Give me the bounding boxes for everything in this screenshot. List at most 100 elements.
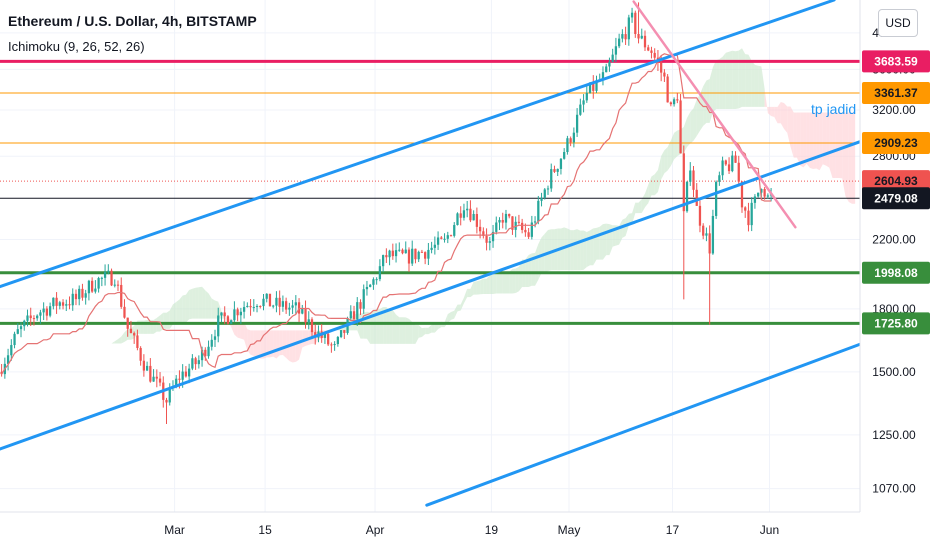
candle-body — [39, 312, 42, 316]
candle-body — [103, 271, 107, 278]
candle-body — [504, 213, 508, 223]
candle-body — [116, 284, 120, 286]
cloud-segment — [434, 324, 439, 333]
cloud-segment — [105, 346, 109, 350]
cloud-segment — [460, 297, 464, 311]
candle-body — [433, 244, 436, 248]
cloud-segment — [835, 112, 839, 179]
cloud-segment — [470, 281, 474, 298]
indicator-legend[interactable]: Ichimoku (9, 26, 52, 26) — [8, 39, 145, 54]
cloud-segment — [163, 312, 167, 329]
candle-body — [184, 371, 188, 377]
cloud-segment — [790, 106, 794, 158]
cloud-segment — [774, 106, 778, 124]
candle-body — [210, 339, 213, 347]
candle-body — [524, 229, 527, 233]
x-tick-4: May — [558, 523, 581, 537]
candle-body — [110, 270, 113, 286]
cloud-segment — [706, 78, 710, 123]
cloud-segment — [282, 330, 287, 358]
candle-body — [207, 346, 210, 357]
candle-body — [685, 181, 689, 212]
candle-body — [223, 312, 226, 317]
candle-body — [466, 208, 469, 211]
cloud-segment — [703, 80, 707, 126]
y-tick-2: 3200.00 — [872, 103, 916, 117]
candle-body — [356, 302, 359, 320]
cloud-segment — [632, 202, 636, 224]
candle-body — [259, 306, 262, 308]
cloud-segment — [622, 218, 626, 238]
candle-body — [97, 278, 100, 289]
cloud-segment — [386, 307, 390, 344]
currency-button[interactable]: USD — [878, 9, 918, 37]
cloud-segment — [816, 112, 820, 171]
candle-body — [456, 213, 459, 226]
cloud-segment — [192, 287, 196, 319]
cloud-segment — [725, 51, 730, 109]
price-badge-label-4: 2479.08 — [874, 191, 918, 205]
candle-body — [275, 297, 278, 306]
cloud-segment — [408, 318, 413, 344]
cloud-segment — [593, 227, 597, 266]
cloud-segment — [499, 272, 503, 294]
candle-body — [618, 38, 621, 47]
candle-body — [757, 192, 760, 197]
cloud-segment — [674, 130, 678, 160]
candle-body — [660, 62, 663, 73]
candle-body — [650, 50, 653, 53]
cloud-segment — [418, 325, 422, 338]
candle-body — [23, 320, 26, 327]
candle-body — [123, 306, 126, 318]
cloud-segment — [654, 169, 658, 196]
cloud-segment — [657, 156, 662, 192]
cloud-segment — [512, 268, 516, 294]
cloud-segment — [166, 310, 170, 329]
candle-body — [372, 279, 375, 285]
candle-body — [731, 155, 734, 172]
candle-body — [29, 315, 32, 319]
candle-body — [333, 344, 336, 346]
candle-body — [265, 293, 268, 299]
cloud-segment — [383, 307, 387, 344]
cloud-segment — [234, 321, 238, 338]
cloud-segment — [489, 274, 494, 294]
price-badge-label-3: 2604.93 — [874, 174, 918, 188]
cloud-segment — [544, 230, 549, 273]
tp-annotation[interactable]: tp jadid — [811, 101, 857, 117]
cloud-segment — [716, 59, 720, 109]
candle-body — [61, 302, 65, 306]
candle-body — [550, 169, 553, 189]
cloud-segment — [693, 99, 697, 141]
cloud-segment — [670, 132, 675, 166]
ichimoku-base-line — [1, 53, 772, 375]
candle-body — [414, 248, 417, 260]
candle-body — [702, 225, 705, 236]
cloud-segment — [244, 322, 248, 351]
cloud-segment — [599, 224, 603, 260]
candle-body — [330, 344, 333, 346]
candle-body — [188, 368, 191, 377]
candle-body — [482, 231, 485, 236]
candle-body — [91, 280, 94, 292]
price-badge-1 — [862, 82, 930, 105]
candle-body — [424, 252, 427, 259]
cloud-segment — [845, 112, 849, 202]
cloud-segment — [279, 330, 283, 356]
cloud-segment — [754, 64, 759, 107]
horizontal-levels — [0, 59, 860, 325]
cloud-segment — [169, 304, 173, 329]
candle-body — [65, 304, 68, 306]
candle-body — [168, 388, 171, 403]
candle-body — [666, 76, 669, 103]
candle-body — [78, 288, 81, 300]
cloud-segment — [421, 327, 426, 338]
cloud-segment — [101, 349, 106, 351]
cloud-segment — [476, 280, 481, 295]
cloud-segment — [729, 50, 733, 109]
candle-body — [611, 54, 614, 63]
cloud-segment — [483, 278, 487, 295]
cloud-segment — [767, 106, 772, 116]
cloud-segment — [541, 233, 545, 273]
